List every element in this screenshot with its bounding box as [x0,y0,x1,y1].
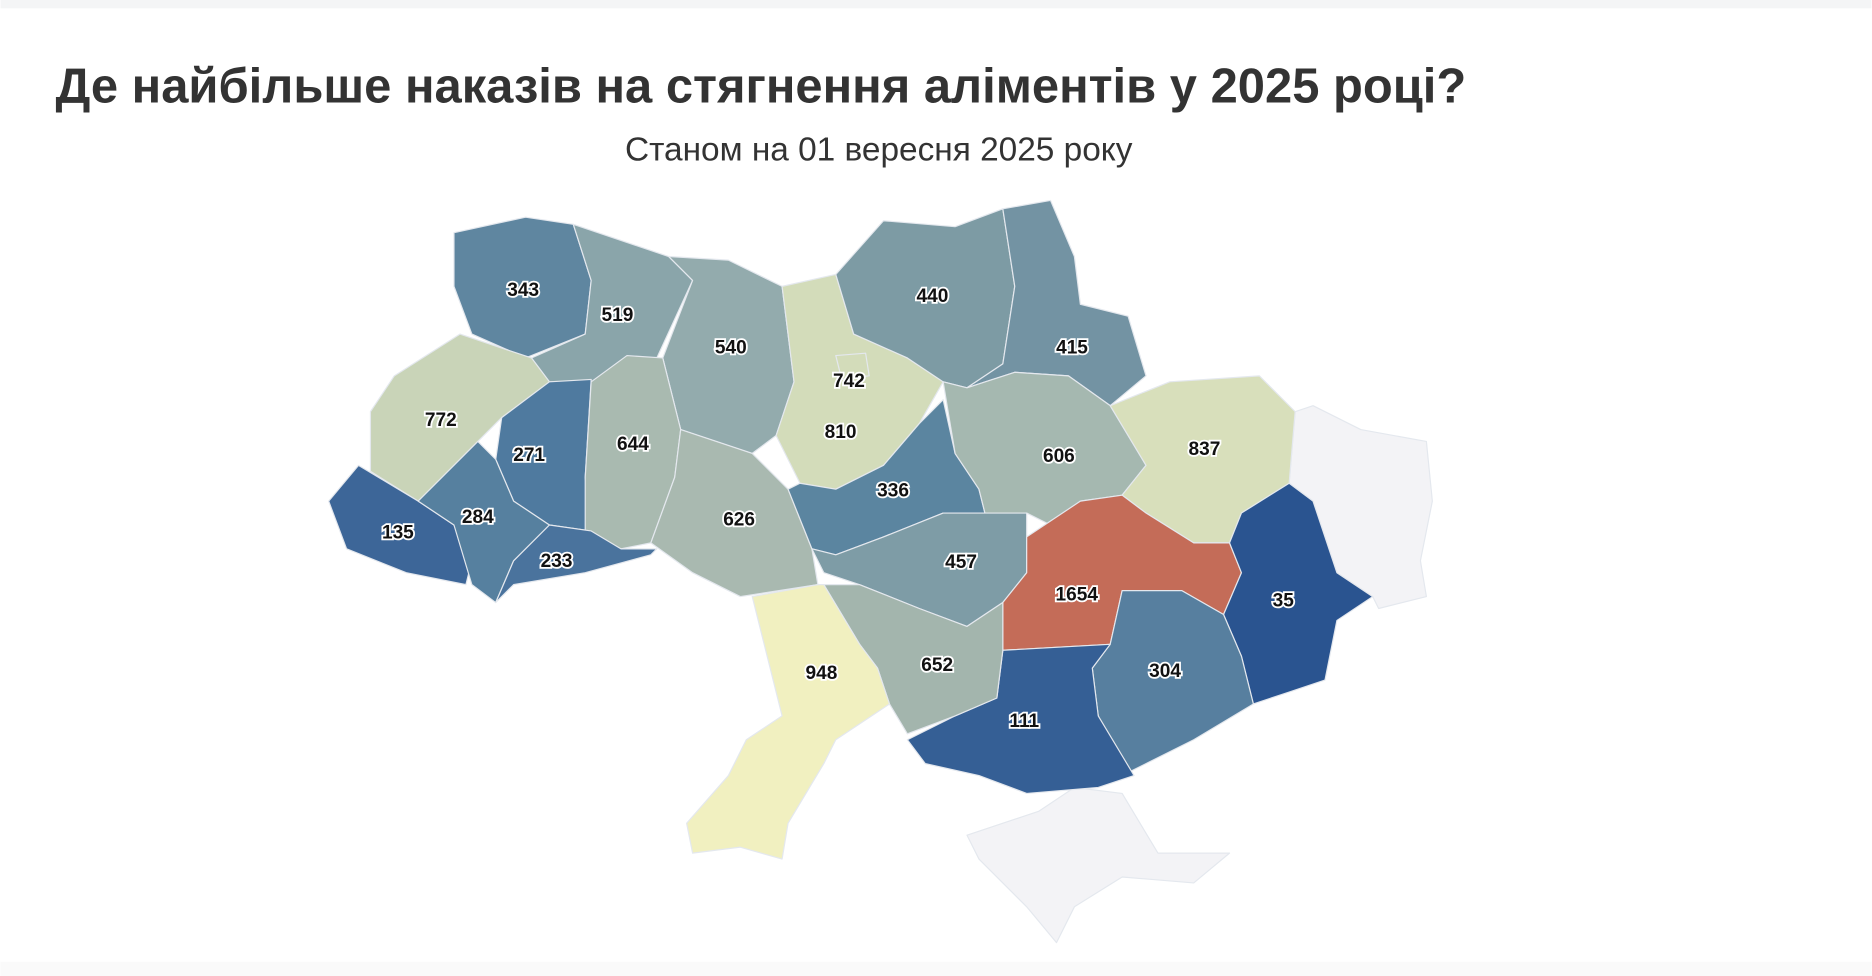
region-value-label: 440 [916,286,948,307]
region-value-label: 652 [921,655,953,676]
title: Де найбільше наказів на стягнення алімен… [55,59,1466,113]
region-value-label: 810 [825,422,857,443]
region-value-label: 772 [425,410,457,431]
region-value-label: 626 [723,509,755,530]
region-value-label: 35 [1273,590,1295,611]
region [495,524,658,604]
region-value-label: 948 [806,663,838,684]
region [650,428,819,598]
region-value-label: 304 [1149,661,1181,682]
region [662,255,795,454]
region-value-label: 540 [715,337,747,358]
region-value-label: 1654 [1056,584,1099,605]
region [835,352,870,381]
regions [328,199,1433,944]
region-value-label: 336 [877,481,909,502]
bottom-band [0,961,1872,976]
region-value-label: 606 [1043,446,1075,467]
subtitle: Станом на 01 вересня 2025 року [625,131,1133,168]
region-value-label: 135 [382,522,414,543]
region-no-data [966,786,1231,944]
region-value-label: 519 [602,305,634,326]
region-value-label: 415 [1056,337,1088,358]
region-value-label: 457 [945,552,977,573]
region-value-label: 837 [1189,439,1221,460]
region-value-label: 233 [541,551,573,572]
labels: 343 519 540 810 742 440 415 772 271 644 626 336 606 8… [380,278,1296,733]
region-value-label: 343 [507,280,539,301]
region-value-label: 111 [1009,711,1039,732]
region-value-label: 271 [513,445,545,466]
region-value-label: 644 [617,434,649,455]
top-band [0,0,1872,9]
region-value-label: 742 [833,371,865,392]
region [686,584,891,860]
region-value-label: 284 [462,507,494,528]
